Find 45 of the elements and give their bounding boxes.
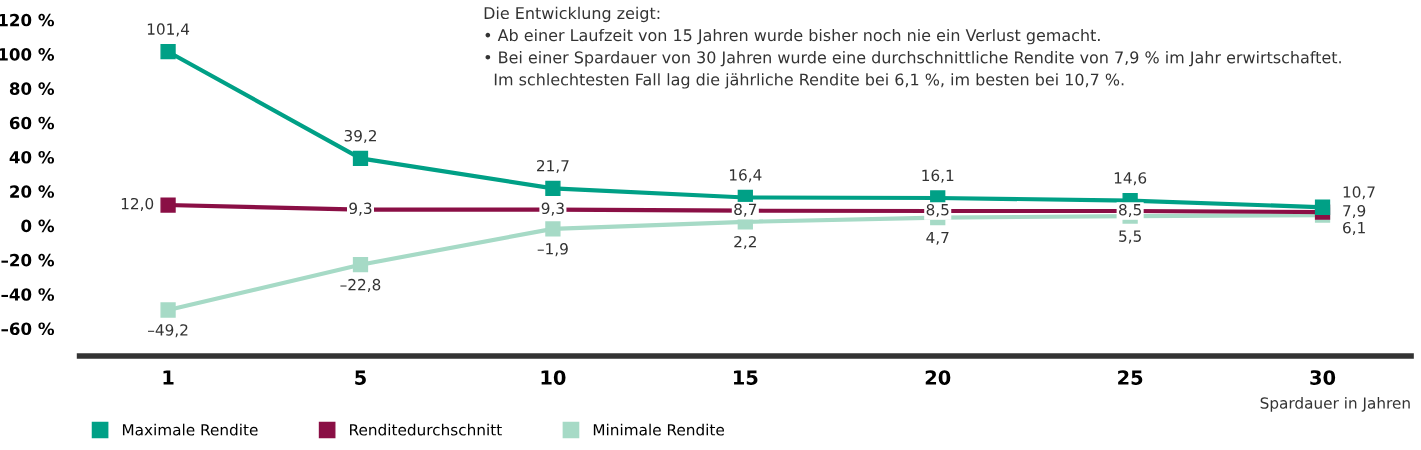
y-tick-label: –20 % xyxy=(1,253,55,267)
annotation: Die Entwicklung zeigt: • Ab einer Laufzeit von 15 Jahren wurde bisher noch nie ein Verlust gemacht. • Bei einer Spardauer von 30 Jahren wurde eine durchschnittliche Rendite von 7,9 % im Jahr erwirtschaftet. Im schlechtesten Fall lag die jährliche Rendite bei 6,1 %, im besten bei 10,7 %. xyxy=(484,6,1341,89)
x-tick-label: 25 xyxy=(1118,370,1143,385)
x-axis-title: Spardauer in Jahren xyxy=(1260,396,1410,412)
y-tick-label: 40 % xyxy=(9,150,55,164)
legend-label: Minimale Rendite xyxy=(593,423,724,436)
data-label: –49,2 xyxy=(148,324,188,338)
point xyxy=(545,221,561,237)
y-tick-label: 100 % xyxy=(0,48,55,61)
data-label: 16,1 xyxy=(922,169,954,183)
point xyxy=(160,302,176,318)
data-label: 7,9 xyxy=(1343,204,1366,219)
x-tick-label: 1 xyxy=(163,370,174,385)
data-label: 14,6 xyxy=(1114,172,1147,186)
data-label: –1,9 xyxy=(537,243,568,257)
y-tick-label: –40 % xyxy=(1,288,55,301)
legend-label: Maximale Rendite xyxy=(122,423,258,436)
data-label: –22,8 xyxy=(340,278,381,292)
data-label: 6,1 xyxy=(1343,221,1365,236)
data-label: 16,4 xyxy=(729,169,762,183)
data-label: 2,2 xyxy=(734,235,756,250)
y-tick-label: 0 % xyxy=(21,219,55,233)
data-label: 10,7 xyxy=(1343,186,1375,200)
point xyxy=(160,44,176,60)
y-tick-label: 80 % xyxy=(9,82,55,95)
x-tick-label: 5 xyxy=(355,370,366,385)
y-tick-label: –60 % xyxy=(1,322,55,336)
data-label: 12,0 xyxy=(121,197,154,212)
point xyxy=(1314,199,1331,215)
x-tick-label: 10 xyxy=(541,370,566,385)
data-label: 39,2 xyxy=(344,129,376,144)
data-label: 4,7 xyxy=(926,231,949,245)
data-label: 101,4 xyxy=(147,23,190,37)
y-tick-label: 20 % xyxy=(10,185,55,198)
point xyxy=(545,180,561,197)
y-tick-label: 120 % xyxy=(0,13,55,27)
point xyxy=(352,150,369,167)
data-label: 21,7 xyxy=(537,159,569,174)
point xyxy=(352,257,369,273)
x-tick-label: 20 xyxy=(925,370,951,385)
y-tick-label: 60 % xyxy=(9,116,55,130)
legend-label: Renditedurchschnitt xyxy=(350,423,502,436)
x-tick-label: 30 xyxy=(1310,370,1336,385)
data-label: 5,5 xyxy=(1119,230,1141,244)
x-tick-label: 15 xyxy=(733,370,758,385)
